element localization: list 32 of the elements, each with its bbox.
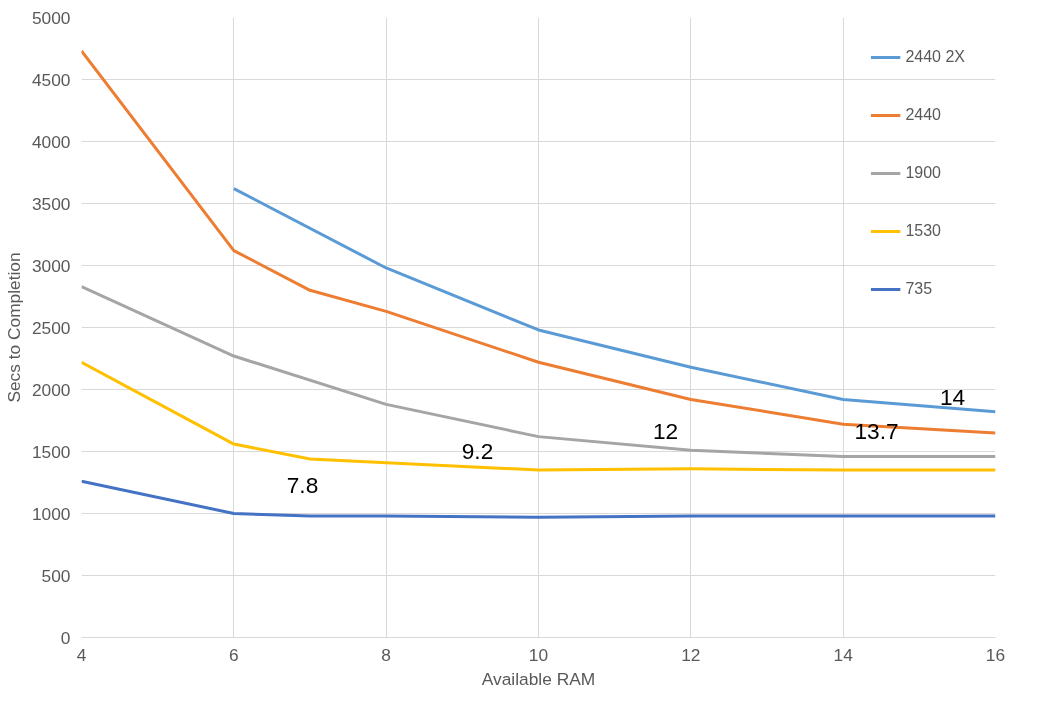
y-tick-label: 3000 [31,255,71,276]
x-tick-label: 16 [985,644,1006,665]
y-tick-label: 500 [41,565,71,586]
x-tick-label: 8 [381,644,391,665]
y-axis-title: Secs to Completion [3,252,24,403]
annotation: 7.8 [286,472,319,498]
y-tick-label: 1500 [31,441,71,462]
x-tick-label: 6 [229,644,239,665]
annotation: 14 [939,384,966,410]
legend-label: 735 [905,280,933,298]
legend-label: 2440 [905,106,941,124]
line-series [81,479,996,519]
y-tick-label: 0 [60,627,71,648]
legend-label: 1900 [905,164,941,182]
annotation: 12 [652,418,679,444]
x-tick-label: 14 [833,644,854,665]
x-tick-label: 12 [681,644,701,665]
line-series [81,360,996,472]
y-tick-label: 2000 [31,379,71,400]
y-tick-label: 3500 [31,193,71,214]
annotation: 9.2 [461,438,494,464]
x-tick-label: 10 [528,644,549,665]
y-tick-label: 2500 [31,317,71,338]
line-series [232,187,996,414]
legend-label: 2440 2X [905,48,965,66]
x-axis-title: Available RAM [481,668,596,689]
legend-label: 1530 [905,222,941,240]
y-tick-label: 4500 [31,69,71,90]
y-tick-label: 5000 [31,7,71,28]
x-tick-label: 4 [76,644,87,665]
y-tick-label: 1000 [31,503,71,524]
y-tick-label: 4000 [31,131,71,152]
